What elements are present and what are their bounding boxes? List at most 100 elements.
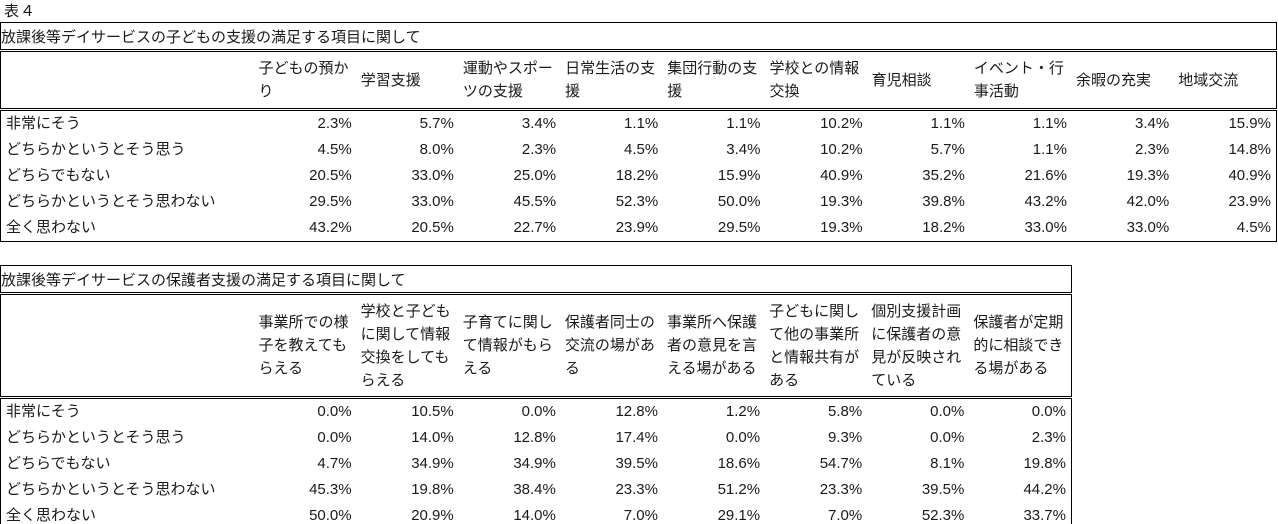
value-cell: 25.0% <box>513 167 557 184</box>
value-cell: 34.9% <box>411 455 454 472</box>
value-cell: 3.4% <box>521 115 557 132</box>
column-header: 日常生活の支援 <box>561 50 664 111</box>
value-cell: 38.4% <box>513 481 556 498</box>
value-cell: 35.2% <box>922 167 965 184</box>
value-cell: 0.0% <box>1031 403 1066 420</box>
table-title: 放課後等デイサービスの子どもの支援の満足する項目に関して <box>0 22 1277 52</box>
value-cell: 8.1% <box>930 455 965 472</box>
value-cell: 1.1% <box>930 115 965 132</box>
row-label: どちらかというとそう思わない <box>6 193 216 210</box>
table-row: どちらかというとそう思う 0.0% 14.0% 12.8% 17.4% 0.0% 9.3% 0… <box>1 425 1072 451</box>
value-cell: 2.3% <box>317 115 352 132</box>
value-cell: 15.9% <box>717 167 761 184</box>
value-cell: 5.7% <box>930 141 965 158</box>
value-cell: 40.9% <box>1228 167 1271 184</box>
value-cell: 1.1% <box>1032 141 1067 158</box>
value-cell: 23.3% <box>819 481 863 498</box>
value-cell: 0.0% <box>930 429 965 446</box>
value-cell: 10.5% <box>411 403 454 420</box>
column-header: 地域交流 <box>1174 50 1277 111</box>
value-cell: 0.0% <box>930 403 965 420</box>
value-cell: 12.8% <box>615 403 658 420</box>
table-row: どちらかというとそう思わない 29.5% 33.0% 45.5% 52.3% 50.0% 1… <box>1 189 1277 215</box>
value-cell: 10.2% <box>820 141 863 158</box>
table-row: 非常にそう 0.0% 10.5% 0.0% 12.8% 1.2% 5.8% 0.0% 0.0% <box>1 398 1072 426</box>
value-cell: 19.3% <box>1126 167 1170 184</box>
table-row: 全く思わない 50.0% 20.9% 14.0% 7.0% 29.1% 7.0% 52.3% 3… <box>1 503 1072 524</box>
table-caption: 表４ <box>4 3 37 20</box>
document-page: 表４ 放課後等デイサービスの子どもの支援の満足する項目に関して 子どもの預かり 学習… <box>0 3 1278 524</box>
column-header: 事業所へ保護者の意見を言える場がある <box>663 293 766 399</box>
column-header-row: 事業所での様子を教えてもらえる 学校と子どもに関して情報交換をしてもらえる 子育てに… <box>0 293 1072 399</box>
value-cell: 51.2% <box>717 481 761 498</box>
value-cell: 50.0% <box>309 507 352 524</box>
value-cell: 18.2% <box>922 219 965 236</box>
value-cell: 50.0% <box>717 193 761 210</box>
value-cell: 8.0% <box>419 141 454 158</box>
value-cell: 14.8% <box>1228 141 1271 158</box>
column-header: イベント・行事活動 <box>969 50 1072 111</box>
table-title-row: 放課後等デイサービスの子どもの支援の満足する項目に関して <box>0 22 1277 52</box>
column-header-row: 子どもの預かり 学習支援 運動やスポーツの支援 日常生活の支援 集団行動の支援 学校との情… <box>0 50 1277 111</box>
value-cell: 21.6% <box>1024 167 1067 184</box>
table-title: 放課後等デイサービスの保護者支援の満足する項目に関して <box>0 265 1072 295</box>
row-label: 全く思わない <box>6 507 97 524</box>
table-row: 全く思わない 43.2% 20.5% 22.7% 23.9% 29.5% 19.3% 18.2… <box>1 215 1277 242</box>
value-cell: 44.2% <box>1023 481 1066 498</box>
row-label: 非常にそう <box>6 115 81 132</box>
satisfaction-table-2: 放課後等デイサービスの保護者支援の満足する項目に関して 事業所での様子を教えてもら… <box>0 265 1072 524</box>
row-label: どちらかというとそう思う <box>6 429 186 446</box>
table-row: どちらかというとそう思う 4.5% 8.0% 2.3% 4.5% 3.4% 10.2% 5.7… <box>1 137 1277 163</box>
value-cell: 7.0% <box>623 507 658 524</box>
value-cell: 22.7% <box>513 219 557 236</box>
value-cell: 39.5% <box>921 481 965 498</box>
column-header: 学校との情報交換 <box>765 50 868 111</box>
value-cell: 39.5% <box>615 455 658 472</box>
row-label: 非常にそう <box>6 403 81 420</box>
value-cell: 0.0% <box>521 403 556 420</box>
table-row: どちらでもない 4.7% 34.9% 34.9% 39.5% 18.6% 54.7% 8.1%… <box>1 451 1072 477</box>
table-row: どちらかというとそう思わない 45.3% 19.8% 38.4% 23.3% 51.2% 2… <box>1 477 1072 503</box>
value-cell: 20.5% <box>411 219 454 236</box>
value-cell: 20.5% <box>309 167 352 184</box>
value-cell: 4.5% <box>1236 219 1271 236</box>
value-cell: 9.3% <box>828 429 863 446</box>
value-cell: 33.0% <box>411 193 454 210</box>
value-cell: 23.3% <box>615 481 658 498</box>
value-cell: 29.5% <box>309 193 352 210</box>
value-cell: 29.5% <box>717 219 761 236</box>
value-cell: 52.3% <box>615 193 659 210</box>
value-cell: 52.3% <box>921 507 965 524</box>
value-cell: 45.3% <box>309 481 352 498</box>
value-cell: 19.8% <box>1023 455 1066 472</box>
value-cell: 0.0% <box>317 403 352 420</box>
column-header: 集団行動の支援 <box>663 50 766 111</box>
row-label: どちらでもない <box>6 455 111 472</box>
value-cell: 3.4% <box>1134 115 1170 132</box>
value-cell: 10.2% <box>820 115 863 132</box>
value-cell: 7.0% <box>828 507 863 524</box>
value-cell: 19.3% <box>820 193 863 210</box>
value-cell: 0.0% <box>317 429 352 446</box>
value-cell: 54.7% <box>819 455 863 472</box>
value-cell: 1.1% <box>1032 115 1067 132</box>
value-cell: 43.2% <box>1024 193 1067 210</box>
column-header: 学校と子どもに関して情報交換をしてもらえる <box>356 293 459 399</box>
column-header: 学習支援 <box>356 50 459 111</box>
column-header: 子どもに関して他の事業所と情報共有がある <box>765 293 868 399</box>
row-label: どちらかというとそう思う <box>6 141 186 158</box>
value-cell: 17.4% <box>615 429 658 446</box>
value-cell: 5.8% <box>828 403 863 420</box>
column-header: 事業所での様子を教えてもらえる <box>254 293 357 399</box>
value-cell: 34.9% <box>513 455 556 472</box>
column-header: 子どもの預かり <box>254 50 357 111</box>
value-cell: 33.0% <box>411 167 454 184</box>
value-cell: 23.9% <box>1228 193 1271 210</box>
value-cell: 14.0% <box>513 507 556 524</box>
column-header: 保護者が定期的に相談できる場がある <box>969 293 1072 399</box>
column-header: 子育てに関して情報がもらえる <box>458 293 561 399</box>
column-header: 育児相談 <box>867 50 970 111</box>
value-cell: 29.1% <box>717 507 761 524</box>
column-header: 運動やスポーツの支援 <box>458 50 562 111</box>
row-label: どちらでもない <box>6 167 111 184</box>
